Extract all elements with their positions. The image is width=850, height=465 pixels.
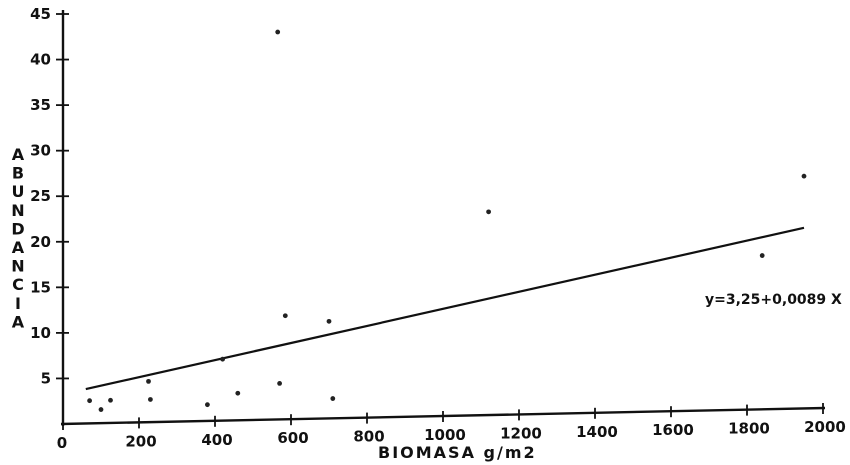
y-axis-title-letter: U: [12, 182, 25, 201]
x-tick-label: 0: [57, 434, 67, 452]
y-axis-title-letter: A: [12, 312, 25, 331]
x-axis-title: BIOMASA g/m2: [378, 443, 537, 462]
x-tick-label: 1600: [652, 421, 694, 439]
data-point: [205, 402, 210, 408]
x-tick-label: 200: [125, 432, 156, 450]
y-axis-title-letter: B: [12, 164, 24, 183]
y-axis-title-letter: N: [11, 201, 24, 220]
data-point: [330, 396, 336, 401]
data-point: [486, 209, 491, 215]
y-tick-label: 10: [30, 324, 51, 342]
y-axis-title-letter: I: [15, 294, 21, 313]
x-tick-label: 1800: [728, 420, 770, 438]
data-point: [275, 29, 281, 35]
y-tick-label: 35: [30, 96, 51, 114]
data-point: [277, 381, 282, 386]
y-axis-title-letter: A: [12, 238, 25, 257]
regression-equation: y=3,25+0,0089 X: [705, 292, 842, 308]
y-tick-label: 45: [30, 5, 51, 23]
data-points: [87, 29, 807, 412]
y-tick-label: 40: [30, 51, 51, 69]
y-tick-label: 15: [30, 278, 51, 296]
y-axis-title-letter: C: [12, 275, 24, 294]
y-axis-title-letter: A: [12, 145, 25, 164]
x-tick-label: 1000: [424, 426, 466, 444]
x-tick-label: 1400: [576, 423, 618, 441]
y-tick-label: 25: [30, 187, 51, 205]
data-point: [326, 318, 332, 324]
data-point: [87, 398, 92, 404]
data-point: [282, 313, 288, 319]
y-tick-label: 30: [30, 142, 51, 160]
x-tick-label: 1200: [500, 424, 542, 442]
tick-marks: [56, 13, 824, 430]
data-point: [148, 397, 153, 402]
data-point: [146, 378, 151, 384]
x-tick-label: 600: [277, 429, 308, 447]
data-point: [98, 407, 104, 412]
regression-line: [85, 226, 805, 391]
x-tick-label: 800: [353, 428, 384, 446]
y-axis-title-letter: D: [11, 219, 24, 238]
y-tick-label: 20: [30, 233, 51, 251]
data-point: [759, 253, 765, 258]
data-point: [801, 173, 807, 179]
x-tick-label: 2000: [804, 418, 846, 436]
data-point: [235, 390, 241, 396]
x-tick-label: 400: [201, 431, 232, 449]
y-tick-label: 5: [41, 369, 51, 387]
axes: [60, 10, 826, 426]
data-point: [220, 356, 226, 362]
tick-labels: 5 10 15 20 25 30 35 40 45 0 200 400 600 800 1000 1200 14…: [30, 5, 846, 452]
data-point: [108, 397, 113, 403]
y-axis-title-letter: N: [11, 257, 24, 276]
